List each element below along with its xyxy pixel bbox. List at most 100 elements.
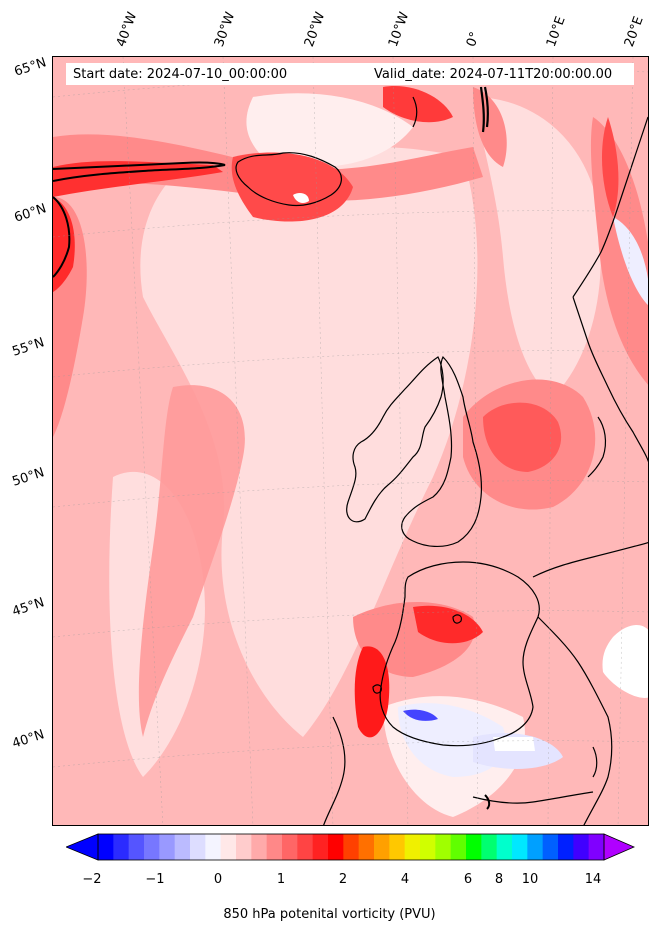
colorbar-cell: [389, 834, 406, 860]
negative-strong-iberia: [403, 709, 438, 721]
colorbar-cell: [282, 834, 298, 860]
colorbar-cell: [450, 834, 467, 860]
colorbar-cell: [420, 834, 436, 860]
colorbar-cell: [466, 834, 482, 860]
lat-label-50n: 50°N: [10, 465, 47, 490]
colorbar-cell: [527, 834, 544, 860]
lat-label-55n: 55°N: [10, 335, 47, 360]
strong-north-cap: [383, 86, 453, 123]
strong-norway: [601, 117, 619, 217]
colorbar-cell: [236, 834, 252, 860]
colorbar-cell: [174, 834, 191, 860]
light-swath-east: [473, 97, 601, 397]
colorbar-cell: [220, 834, 237, 860]
light-swath-central: [140, 146, 478, 737]
missing-iceland-glacier: [293, 193, 309, 203]
colorbar-cell: [404, 834, 421, 860]
pv-map: [53, 57, 648, 825]
strong-greenland-south: [53, 197, 75, 292]
colorbar-cell: [312, 834, 329, 860]
valid-date-label: Valid_date: 2024-07-11T20:00:00.00: [374, 67, 613, 82]
missing-alps: [602, 625, 648, 698]
medium-band-north-east: [473, 87, 507, 167]
lat-label-40n: 40°N: [10, 727, 47, 752]
colorbar-cell: [144, 834, 160, 860]
coast-corsica: [592, 746, 598, 778]
colorbar-outline: [97, 833, 605, 861]
coast-greenland-north: [479, 86, 489, 133]
lon-label-0: 0°: [463, 29, 484, 49]
colorbar-cell: [266, 834, 283, 860]
coast-lake-garda: [484, 794, 491, 810]
coast-island-a: [452, 614, 462, 624]
coast-france-iberia: [379, 561, 540, 747]
cb-tick-9: 14: [584, 872, 602, 887]
colorbar-cell: [435, 834, 452, 860]
colorbar-label: 850 hPa potenital vorticity (PVU): [223, 907, 436, 922]
colorbar-cell: [558, 834, 574, 860]
strong-iceland: [231, 152, 353, 222]
missing-sierra-nevada: [493, 737, 535, 751]
colorbar-cell: [205, 834, 222, 860]
coast-island-b: [372, 684, 382, 694]
colorbar-cell: [588, 834, 605, 860]
lon-label-10w: 10°W: [385, 10, 413, 49]
coast-britain: [401, 355, 483, 547]
coastlines: [53, 86, 648, 825]
colorbar-cell: [251, 834, 268, 860]
map-panel: [52, 56, 649, 826]
lon-label-40w: 40°W: [113, 10, 141, 49]
cb-tick-3: 1: [276, 872, 286, 887]
cb-tick-1: −1: [145, 872, 165, 887]
coast-scandinavia: [572, 116, 648, 463]
coast-greenland-west: [53, 196, 71, 278]
cb-tick-8: 10: [521, 872, 539, 887]
coast-greenland: [53, 161, 226, 182]
start-date-label: Start date: 2024-07-10_00:00:00: [73, 67, 288, 82]
colorbar-cell: [190, 834, 206, 860]
coast-iberia-south: [323, 716, 346, 825]
strong-iberia-nw: [354, 646, 390, 738]
coast-denmark: [587, 416, 607, 478]
coast-lake-north: [412, 96, 418, 128]
colorbar-cell: [374, 834, 390, 860]
colorbar-cell: [343, 834, 360, 860]
lon-label-10e: 10°E: [543, 14, 569, 50]
colorbar-extend-max: [603, 833, 636, 861]
cb-tick-6: 6: [463, 872, 473, 887]
lat-label-45n: 45°N: [10, 595, 47, 620]
colorbar-extend-min: [66, 833, 99, 861]
colorbar-cell: [573, 834, 590, 860]
lat-label-60n: 60°N: [12, 201, 49, 226]
lon-label-20e: 20°E: [621, 14, 647, 50]
medium-band-atlantic-arc: [138, 385, 245, 737]
colorbar-cell: [98, 834, 114, 860]
colorbar-cell: [481, 834, 498, 860]
colorbar-cells: [98, 834, 605, 860]
cb-tick-2: 0: [213, 872, 223, 887]
lon-label-30w: 30°W: [211, 10, 239, 49]
colorbar-cell: [542, 834, 559, 860]
light-swath-north: [246, 93, 413, 167]
lat-label-65n: 65°N: [12, 55, 49, 80]
colorbar-cell: [159, 834, 176, 860]
colorbar-cell: [358, 834, 375, 860]
coast-iceland: [235, 152, 342, 207]
colorbar-cell: [512, 834, 528, 860]
cb-tick-7: 8: [494, 872, 504, 887]
colorbar-cell: [328, 834, 344, 860]
colorbar-cell: [113, 834, 130, 860]
cb-tick-0: −2: [82, 872, 102, 887]
coast-scotland-ireland: [346, 356, 444, 523]
negative-scandinavia: [613, 217, 648, 306]
cb-tick-5: 4: [400, 872, 410, 887]
colorbar-cell: [297, 834, 314, 860]
info-bar: [66, 63, 634, 85]
lon-label-20w: 20°W: [301, 10, 329, 49]
colorbar-cell: [496, 834, 513, 860]
colorbar-cell: [128, 834, 145, 860]
strong-biscay: [413, 605, 483, 644]
cb-tick-4: 2: [338, 872, 348, 887]
coast-europe-mainland: [532, 541, 648, 825]
coast-mediterranean: [472, 791, 594, 804]
